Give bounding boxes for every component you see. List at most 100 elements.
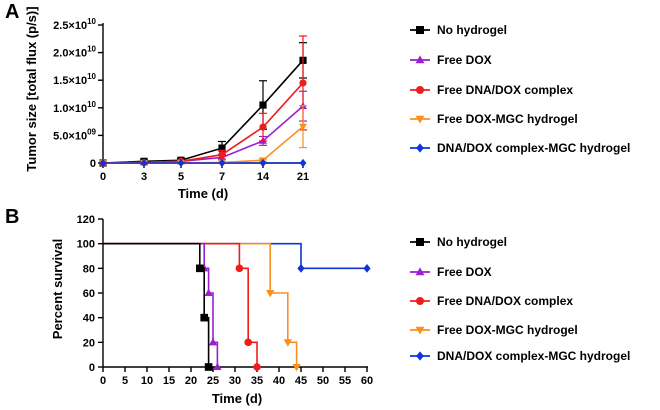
panel-a-y-tick-label: 2.0×1010 [53, 45, 96, 60]
panel-a-legend-item-free-dox-mgc-hydrogel: Free DOX-MGC hydrogel [410, 112, 578, 126]
panel-b-data-point [196, 264, 204, 273]
panel-a-data-point [259, 101, 267, 109]
panel-a-data-point [177, 158, 185, 168]
panel-b-survival-line [103, 242, 298, 367]
panel-a-x-tick-label: 0 [100, 171, 106, 183]
panel-b-legend-label: Free DNA/DOX complex [437, 294, 573, 308]
panel-a-data-point [299, 158, 307, 168]
panel-b-legend-item-free-dox-mgc-hydrogel: Free DOX-MGC hydrogel [410, 323, 578, 337]
panel-b-legend-item-dna-dox-complex-mgc-hydrogel: DNA/DOX complex-MGC hydrogel [410, 349, 630, 363]
panel-b-data-point [204, 288, 213, 297]
panel-b-data-point [213, 362, 222, 371]
panel-b-x-tick-label: 25 [207, 375, 219, 387]
panel-a-legend-item-no-hydrogel: No hydrogel [410, 23, 507, 37]
panel-b-data-point [204, 363, 213, 371]
panel-b-data-point [253, 363, 261, 371]
panel-a-x-tick-label: 7 [219, 171, 225, 183]
panel-b-legend-marker [415, 267, 425, 276]
panel-a-data-point [259, 158, 267, 168]
panel-a-data-point [218, 144, 226, 152]
panel-a-y-tick-exp: 10 [87, 17, 96, 26]
panel-a-y-tick-base: 1.0×10 [53, 103, 87, 115]
panel-b-x-axis-title: Time (d) [212, 391, 262, 406]
panel-a-legend-label: Free DNA/DOX complex [437, 83, 573, 97]
panel-b-x-tick-label: 20 [185, 375, 197, 387]
panel-a-y-tick-base: 0 [90, 158, 96, 170]
panel-a-y-tick-label: 1.5×1010 [53, 72, 96, 87]
panel-b-legend-label: Free DOX-MGC hydrogel [437, 323, 578, 337]
panel-b-legend-label: No hydrogel [437, 235, 507, 249]
panel-b-x-tick-label: 40 [273, 375, 285, 387]
panel-b-x-tick-label: 35 [251, 375, 263, 387]
panel-a-y-tick-exp: 10 [87, 100, 96, 109]
panel-b-y-tick-label: 100 [77, 239, 95, 251]
panel-b-data-point [200, 313, 208, 322]
panel-b-y-tick-label: 40 [83, 313, 95, 325]
panel-a-data-point [218, 151, 226, 159]
panel-b-data-point [235, 264, 244, 273]
panel-b-legend-marker [416, 297, 424, 305]
panel-b-y-tick-label: 120 [77, 214, 95, 226]
panel-a-y-tick-label: 0 [90, 158, 96, 170]
panel-a-data-point [140, 158, 148, 168]
panel-a-x-axis-title: Time (d) [178, 186, 228, 201]
panel-b-legend-item-no-hydrogel: No hydrogel [410, 235, 507, 249]
panel-a-data-point [218, 158, 226, 168]
panel-a-y-tick-base: 2.5×10 [53, 20, 87, 32]
panel-a-legend-marker [416, 86, 424, 94]
panel-b-x-tick-label: 5 [122, 375, 128, 387]
panel-a-y-axis-title: Tumor size [total flux (p/s)] [24, 6, 39, 171]
panel-b-letter: B [5, 206, 19, 228]
panel-a-x-tick-label: 14 [257, 171, 270, 183]
panel-a-legend-item-free-dna-dox-complex: Free DNA/DOX complex [410, 83, 573, 97]
panel-a-legend-marker [416, 26, 424, 34]
panel-a-y-tick-label: 2.5×1010 [53, 17, 96, 32]
panel-b-data-point [292, 363, 301, 372]
panel-b-legend-item-free-dox: Free DOX [410, 265, 492, 279]
panel-b-y-axis-title: Percent survival [50, 239, 65, 339]
panel-b-x-tick-label: 55 [339, 375, 351, 387]
panel-b-survival-line [103, 242, 258, 367]
panel-a-y-tick-base: 5.0×10 [53, 130, 87, 142]
panel-b: B 0 20 40 60 80 100 120 0 5 10 15 20 25 30 35 40 45 50 55 60… [5, 206, 630, 406]
panel-b-series-free-dna-dox-complex [103, 242, 261, 371]
panel-a-x-tick-label: 3 [141, 171, 147, 183]
panel-a-y-tick-exp: 09 [87, 127, 96, 136]
panel-a-legend-item-dna-dox-complex-mgc-hydrogel: DNA/DOX complex-MGC hydrogel [410, 141, 630, 155]
panel-b-series-free-dox-mgc-hydrogel [103, 242, 301, 372]
panel-b-x-tick-label: 60 [361, 375, 373, 387]
panel-b-data-point [363, 263, 371, 273]
panel-b-x-tick-label: 0 [100, 375, 106, 387]
panel-b-survival-line [103, 242, 210, 367]
panel-a-y-tick-base: 1.5×10 [53, 75, 87, 87]
panel-b-x-tick-label: 15 [163, 375, 175, 387]
panel-a-series-dna-dox-complex-mgc-hydrogel [99, 158, 307, 168]
panel-a-legend-marker [415, 115, 425, 124]
panel-b-legend-marker [416, 238, 424, 246]
panel-a-series-line [102, 59, 304, 164]
panel-b-y-tick-label: 60 [83, 288, 95, 300]
panel-a-series-no-hydrogel [99, 42, 307, 167]
panel-a-data-point [299, 79, 307, 87]
panel-b-legend-marker [415, 326, 425, 335]
panel-b-x-tick-label: 45 [295, 375, 307, 387]
panel-a-letter: A [5, 1, 19, 23]
panel-b-data-point [283, 339, 292, 347]
panel-a-x-tick-label: 5 [178, 171, 184, 183]
panel-b-y-tick-label: 0 [89, 362, 95, 374]
panel-a-y-tick-label: 1.0×1010 [53, 100, 96, 115]
panel-a-legend-marker [416, 143, 424, 153]
panel-b-data-point [244, 338, 252, 347]
panel-a-series-free-dox [99, 90, 307, 166]
panel-b-x-tick-label: 30 [229, 375, 241, 387]
panel-a-data-point [259, 123, 267, 131]
panel-b-x-tick-label: 10 [141, 375, 153, 387]
panel-b-data-point [208, 337, 218, 346]
panel-a-series-free-dna-dox-complex [99, 35, 307, 167]
panel-a-legend-label: Free DOX [437, 53, 492, 67]
panel-a-legend-label: No hydrogel [437, 23, 507, 37]
panel-b-data-point [297, 263, 305, 273]
panel-a-legend-item-free-dox: Free DOX [410, 53, 492, 67]
panel-a: A05.0×10091.0×10101.5×10102.0×10102.5×10… [5, 1, 630, 201]
